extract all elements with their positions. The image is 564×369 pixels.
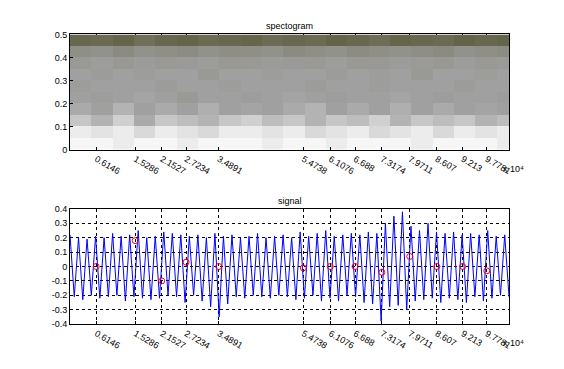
svg-text:0.4: 0.4 bbox=[55, 204, 68, 214]
svg-text:1.5286: 1.5286 bbox=[132, 328, 161, 350]
svg-text:8.607: 8.607 bbox=[434, 328, 459, 348]
svg-text:-0.4: -0.4 bbox=[52, 319, 68, 329]
svg-text:6.1076: 6.1076 bbox=[327, 328, 356, 350]
svg-text:x 10⁴: x 10⁴ bbox=[503, 164, 524, 174]
svg-text:2.1527: 2.1527 bbox=[159, 154, 188, 176]
svg-text:9.7781: 9.7781 bbox=[484, 154, 513, 176]
svg-text:6.1076: 6.1076 bbox=[327, 154, 356, 176]
svg-text:5.4738: 5.4738 bbox=[300, 154, 329, 176]
svg-text:-0.3: -0.3 bbox=[52, 305, 68, 315]
svg-text:x 10⁴: x 10⁴ bbox=[503, 338, 524, 348]
svg-text:9.213: 9.213 bbox=[459, 154, 484, 174]
svg-text:0.5: 0.5 bbox=[55, 30, 68, 40]
svg-text:0.6146: 0.6146 bbox=[93, 154, 122, 176]
svg-text:0.4: 0.4 bbox=[55, 53, 68, 63]
svg-text:0.2: 0.2 bbox=[55, 99, 68, 109]
svg-text:spectogram: spectogram bbox=[266, 21, 313, 31]
svg-text:0.1: 0.1 bbox=[55, 122, 68, 132]
svg-text:7.3174: 7.3174 bbox=[379, 154, 408, 176]
svg-text:-0.1: -0.1 bbox=[52, 276, 68, 286]
svg-text:3.4891: 3.4891 bbox=[215, 328, 244, 350]
svg-text:7.9711: 7.9711 bbox=[406, 328, 434, 350]
svg-text:2.7234: 2.7234 bbox=[183, 154, 212, 176]
svg-text:1.5286: 1.5286 bbox=[132, 154, 161, 176]
svg-text:6.688: 6.688 bbox=[352, 154, 377, 174]
svg-text:3.4891: 3.4891 bbox=[215, 154, 244, 176]
svg-text:0.1: 0.1 bbox=[55, 247, 68, 257]
svg-text:-0.2: -0.2 bbox=[52, 290, 68, 300]
svg-text:0: 0 bbox=[62, 145, 67, 155]
svg-text:9.7781: 9.7781 bbox=[484, 328, 513, 350]
svg-text:6.688: 6.688 bbox=[352, 328, 377, 348]
svg-text:7.9711: 7.9711 bbox=[406, 154, 434, 176]
svg-text:7.3174: 7.3174 bbox=[379, 328, 408, 350]
svg-text:0.3: 0.3 bbox=[55, 76, 68, 86]
svg-text:0.2: 0.2 bbox=[55, 233, 68, 243]
svg-text:8.607: 8.607 bbox=[434, 154, 459, 174]
svg-text:signal: signal bbox=[278, 196, 302, 206]
svg-text:5.4738: 5.4738 bbox=[300, 328, 329, 350]
svg-text:0.3: 0.3 bbox=[55, 218, 68, 228]
svg-text:9.213: 9.213 bbox=[459, 328, 484, 348]
svg-text:0: 0 bbox=[62, 262, 67, 272]
svg-text:2.1527: 2.1527 bbox=[159, 328, 188, 350]
svg-text:2.7234: 2.7234 bbox=[183, 328, 212, 350]
svg-text:0.6146: 0.6146 bbox=[93, 328, 122, 350]
